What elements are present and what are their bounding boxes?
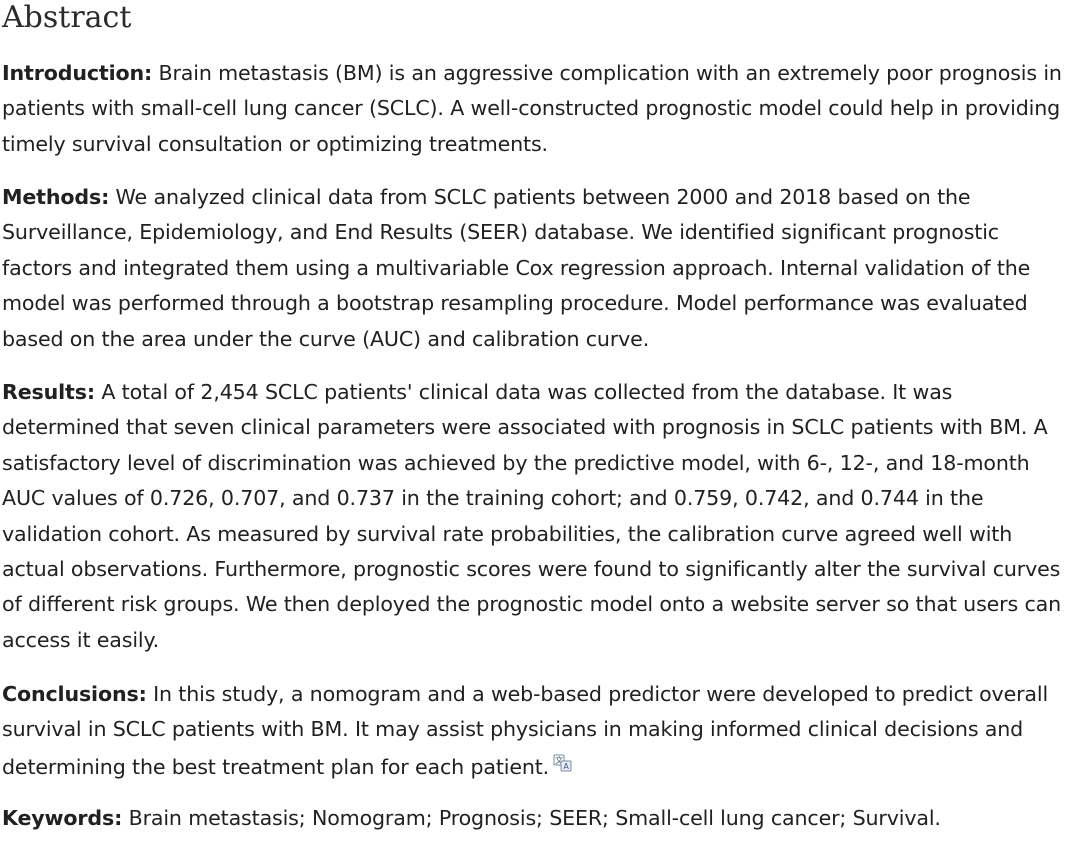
methods-paragraph: Methods: We analyzed clinical data from … [2, 180, 1072, 357]
svg-text:A: A [563, 762, 569, 771]
introduction-paragraph: Introduction: Brain metastasis (BM) is a… [2, 56, 1072, 162]
svg-text:文: 文 [555, 755, 563, 765]
introduction-label: Introduction: [2, 61, 153, 85]
abstract-heading: Abstract [2, 0, 132, 35]
keywords-text: Brain metastasis; Nomogram; Prognosis; S… [122, 806, 941, 830]
introduction-text: Brain metastasis (BM) is an aggressive c… [2, 61, 1062, 156]
keywords-paragraph: Keywords: Brain metastasis; Nomogram; Pr… [2, 801, 1072, 836]
results-paragraph: Results: A total of 2,454 SCLC patients'… [2, 375, 1072, 658]
abstract-container: Abstract Introduction: Brain metastasis … [2, 0, 1072, 830]
results-text: A total of 2,454 SCLC patients' clinical… [2, 380, 1062, 652]
methods-label: Methods: [2, 185, 110, 209]
conclusions-text: In this study, a nomogram and a web-base… [2, 682, 1049, 779]
keywords-label: Keywords: [2, 806, 123, 830]
conclusions-label: Conclusions: [2, 682, 147, 706]
conclusions-paragraph: Conclusions: In this study, a nomogram a… [2, 677, 1072, 785]
results-label: Results: [2, 380, 95, 404]
methods-text: We analyzed clinical data from SCLC pati… [2, 185, 1031, 351]
